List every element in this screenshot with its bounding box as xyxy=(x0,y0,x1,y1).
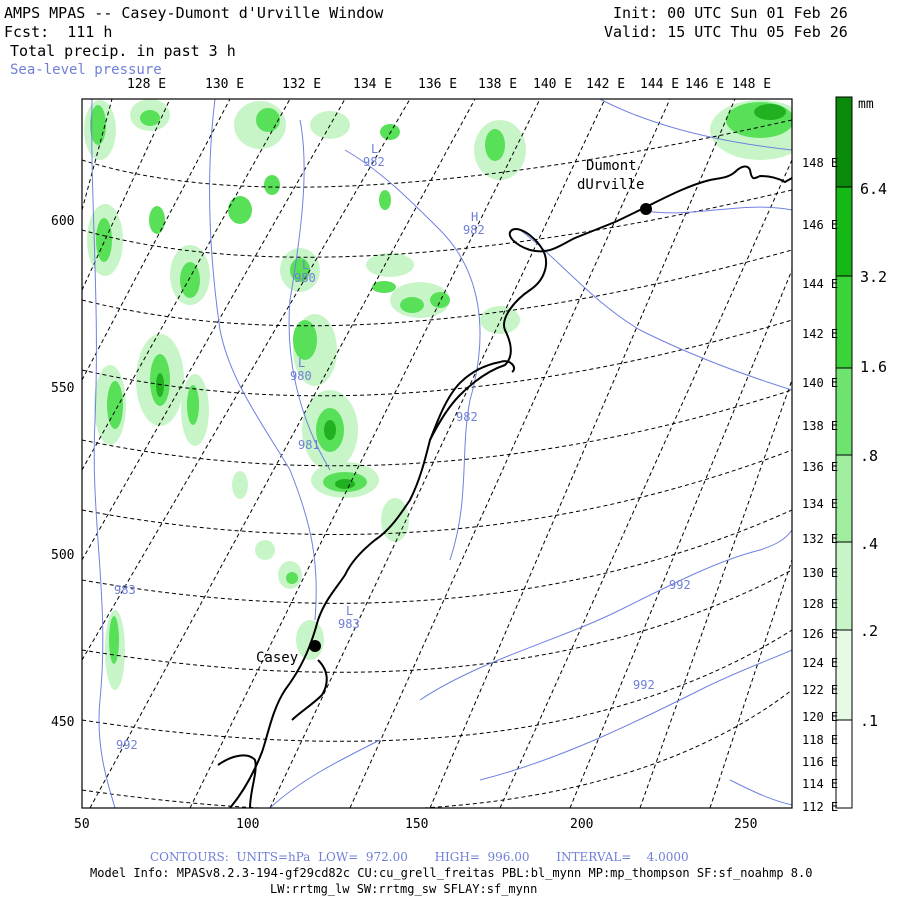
station-dumont-durville-marker xyxy=(640,203,652,215)
colorbar-swatch xyxy=(835,629,853,721)
right-lon-label: 124 E xyxy=(802,656,839,670)
model-info: Model Info: MPASv8.2.3-194-gf29cd82c CU:… xyxy=(90,866,813,880)
x-axis-label: 200 xyxy=(570,817,594,832)
pressure-center-letter: L xyxy=(346,604,354,618)
y-axis-label: 600 xyxy=(51,214,75,229)
top-lon-label: 140 E xyxy=(533,77,573,92)
right-lon-label: 148 E xyxy=(802,156,839,170)
colorbar-unit: mm xyxy=(858,97,874,112)
colorbar-swatch xyxy=(835,367,853,456)
colorbar-swatch xyxy=(835,275,853,369)
colorbar-swatch xyxy=(835,186,853,277)
right-lon-label: 130 E xyxy=(802,566,839,580)
colorbar xyxy=(835,96,853,809)
station-casey-label: Casey xyxy=(256,650,299,666)
right-lon-label: 126 E xyxy=(802,627,839,641)
top-lon-label: 144 E xyxy=(640,77,680,92)
colorbar-level-label: 3.2 xyxy=(860,268,888,286)
top-lon-label: 138 E xyxy=(478,77,518,92)
colorbar-level-label: 6.4 xyxy=(860,180,888,198)
colorbar-level-label: .4 xyxy=(860,535,879,553)
plot-frame xyxy=(81,98,793,809)
colorbar-swatch xyxy=(835,96,853,188)
right-lon-label: 142 E xyxy=(802,327,839,341)
right-lon-label: 120 E xyxy=(802,710,839,724)
pressure-center-letter: H xyxy=(471,210,479,224)
isobar-value-label: 983 xyxy=(338,617,360,631)
isobar-value-label: 981 xyxy=(298,438,320,452)
right-lon-label: 140 E xyxy=(802,376,839,390)
colorbar-swatch xyxy=(835,454,853,543)
x-axis-label: 150 xyxy=(405,817,429,832)
isobar-value-label: 980 xyxy=(294,271,316,285)
colorbar-level-label: 1.6 xyxy=(860,358,888,376)
top-lon-label: 130 E xyxy=(205,77,245,92)
y-axis-label: 550 xyxy=(51,381,75,396)
right-lon-label: 144 E xyxy=(802,277,839,291)
top-lon-label: 142 E xyxy=(586,77,626,92)
product-title: AMPS MPAS -- Casey-Dumont d'Urville Wind… xyxy=(4,4,384,22)
isobars xyxy=(91,99,792,808)
isobar-value-label: 982 xyxy=(456,410,478,424)
isobar-value-label: 980 xyxy=(290,369,312,383)
colorbar-swatch xyxy=(835,719,853,809)
isobar-value-label: 992 xyxy=(633,678,655,692)
right-lon-label: 116 E xyxy=(802,755,839,769)
right-lon-label: 138 E xyxy=(802,419,839,433)
latlon-grid xyxy=(82,99,792,808)
isobar-value-label: 982 xyxy=(363,155,385,169)
x-axis-label: 250 xyxy=(734,817,758,832)
isobar-value-label: 982 xyxy=(463,223,485,237)
field-primary: Total precip. in past 3 h xyxy=(10,42,236,60)
map-plot-area xyxy=(82,99,792,808)
coastline xyxy=(217,165,792,808)
station-casey-marker xyxy=(309,640,321,652)
right-lon-label: 132 E xyxy=(802,532,839,546)
right-lon-label: 112 E xyxy=(802,800,839,814)
pressure-center-letter: L xyxy=(302,258,310,272)
isobar-value-label: 983 xyxy=(114,583,136,597)
right-lon-label: 128 E xyxy=(802,597,839,611)
station-dumont-label-2: dUrville xyxy=(577,177,645,193)
contours-info: CONTOURS: UNITS=hPa LOW= 972.00 HIGH= 99… xyxy=(150,850,689,864)
top-lon-label: 134 E xyxy=(353,77,393,92)
x-axis-label: 100 xyxy=(236,817,260,832)
y-axis-label: 450 xyxy=(51,715,75,730)
right-lon-label: 118 E xyxy=(802,733,839,747)
init-time: Init: 00 UTC Sun 01 Feb 26 xyxy=(613,4,848,22)
top-lon-label: 136 E xyxy=(418,77,458,92)
top-lon-label: 128 E xyxy=(127,77,167,92)
colorbar-swatch xyxy=(835,541,853,631)
valid-time: Valid: 15 UTC Thu 05 Feb 26 xyxy=(604,23,848,41)
field-secondary: Sea-level pressure xyxy=(10,62,162,78)
right-lon-label: 114 E xyxy=(802,777,839,791)
top-lon-label: 132 E xyxy=(282,77,322,92)
x-axis-label: 50 xyxy=(74,817,90,832)
model-info-2: LW:rrtmg_lw SW:rrtmg_sw SFLAY:sf_mynn xyxy=(270,882,538,896)
colorbar-level-label: .2 xyxy=(860,622,879,640)
right-lon-label: 136 E xyxy=(802,460,839,474)
right-lon-label: 122 E xyxy=(802,683,839,697)
top-lon-label: 146 E xyxy=(685,77,725,92)
forecast-hour: Fcst: 111 h xyxy=(4,23,113,41)
top-lon-label: 148 E xyxy=(732,77,772,92)
isobar-value-label: 992 xyxy=(669,578,691,592)
isobar-value-label: 992 xyxy=(116,738,138,752)
colorbar-level-label: .1 xyxy=(860,712,879,730)
pressure-center-letter: L xyxy=(298,356,306,370)
right-lon-label: 146 E xyxy=(802,218,839,232)
station-dumont-label-1: Dumont xyxy=(586,158,637,174)
y-axis-label: 500 xyxy=(51,548,75,563)
pressure-center-letter: L xyxy=(371,142,379,156)
right-lon-label: 134 E xyxy=(802,497,839,511)
colorbar-level-label: .8 xyxy=(860,447,879,465)
precip-field xyxy=(84,99,792,690)
